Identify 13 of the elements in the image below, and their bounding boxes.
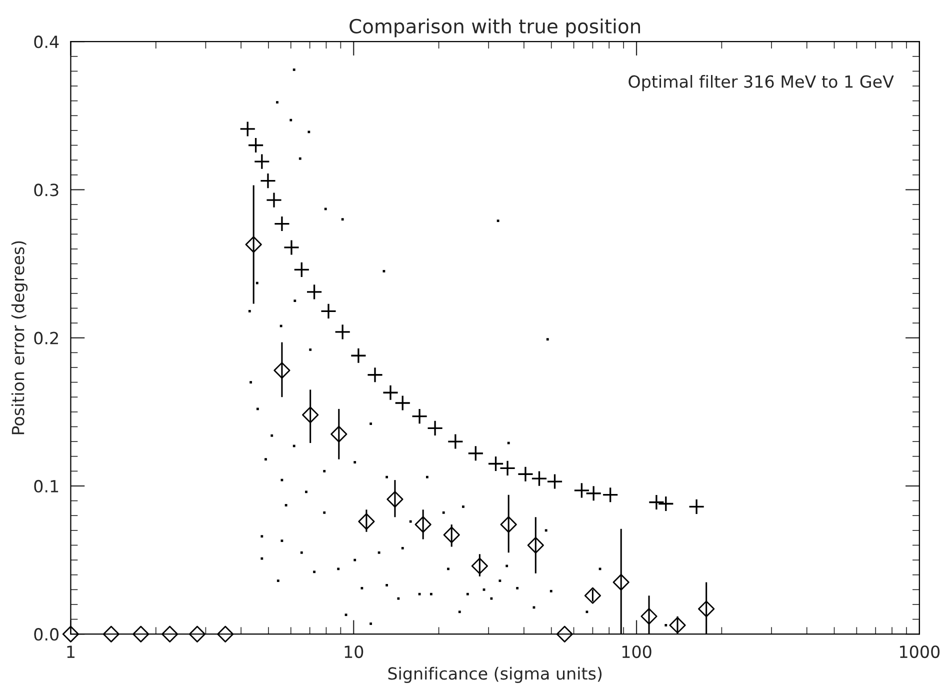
chart-title: Comparison with true position: [350, 18, 640, 38]
y-tick-label: 0.1: [34, 480, 58, 493]
annotation: Optimal filter 316 MeV to 1 GeV: [628, 74, 894, 92]
y-tick-label: 0.2: [34, 332, 58, 344]
y-tick-label: 0.4: [34, 36, 59, 48]
y-tick-label: 0.3: [34, 184, 58, 196]
y-tick-label: 0.0: [34, 628, 59, 641]
x-tick-label: 1000: [900, 646, 940, 658]
x-tick-label: 1: [67, 646, 74, 658]
x-tick-label: 10: [344, 646, 364, 658]
x-tick-label: 100: [622, 646, 652, 658]
y-axis-title: Position error (degrees): [11, 241, 28, 434]
x-axis-title: Significance (sigma units): [388, 666, 602, 684]
